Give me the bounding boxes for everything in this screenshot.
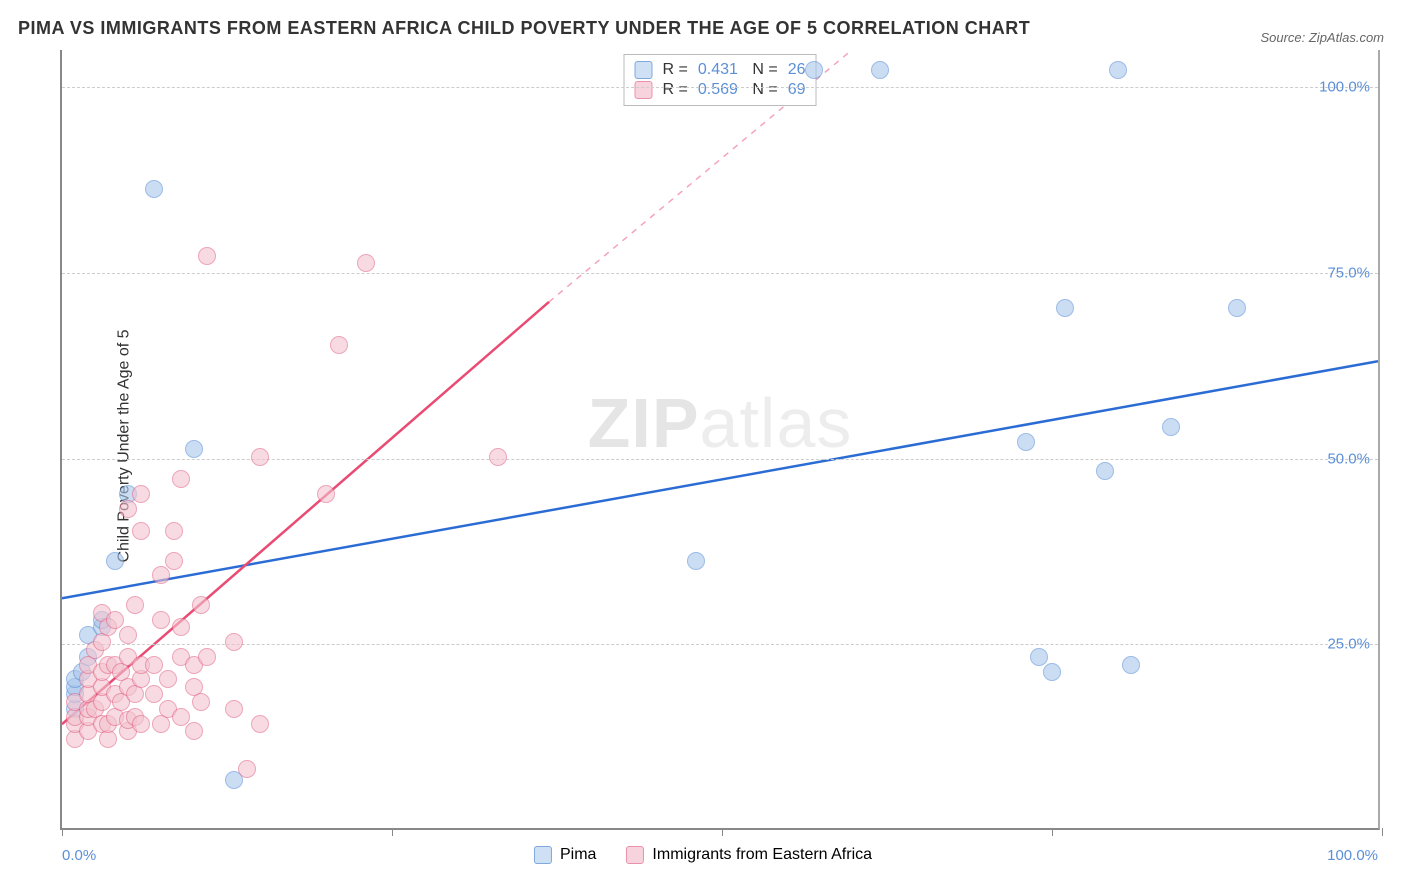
data-point [1228,299,1246,317]
source-label: Source: ZipAtlas.com [1260,30,1384,45]
data-point [119,626,137,644]
gridline [62,273,1378,274]
data-point [1017,433,1035,451]
data-point [225,700,243,718]
stats-r-value: 0.569 [698,81,738,99]
plot-area: ZIPatlas R = 0.431 N = 26 R = 0.569 N = … [60,50,1380,830]
data-point [238,760,256,778]
data-point [172,618,190,636]
stats-r-label: R = [663,61,688,79]
data-point [185,722,203,740]
gridline [62,644,1378,645]
legend-swatch [534,846,552,864]
x-tick-max: 100.0% [1327,847,1378,864]
data-point [192,693,210,711]
data-point [132,485,150,503]
data-point [132,522,150,540]
data-point [119,500,137,518]
data-point [357,254,375,272]
x-tick-mark [392,828,393,836]
y-tick-label: 75.0% [1327,264,1370,281]
y-tick-label: 50.0% [1327,450,1370,467]
x-tick-mark [1052,828,1053,836]
data-point [152,566,170,584]
data-point [192,596,210,614]
data-point [489,448,507,466]
data-point [145,685,163,703]
x-tick-mark [62,828,63,836]
regression-svg [62,50,1378,828]
chart-title: PIMA VS IMMIGRANTS FROM EASTERN AFRICA C… [18,18,1030,39]
x-tick-mark [722,828,723,836]
stats-row: R = 0.569 N = 69 [635,81,806,99]
data-point [106,611,124,629]
legend-swatch [626,846,644,864]
bottom-legend: Pima Immigrants from Eastern Africa [534,846,872,864]
data-point [1122,656,1140,674]
stats-n-value: 69 [788,81,806,99]
y-tick-label: 100.0% [1319,79,1370,96]
y-tick-label: 25.0% [1327,636,1370,653]
legend-swatch [635,61,653,79]
data-point [225,633,243,651]
legend-label: Pima [560,846,596,864]
x-tick-mark [1382,828,1383,836]
legend-swatch [635,81,653,99]
chart-container: PIMA VS IMMIGRANTS FROM EASTERN AFRICA C… [0,0,1406,892]
legend-item: Pima [534,846,596,864]
data-point [317,485,335,503]
data-point [1056,299,1074,317]
data-point [1030,648,1048,666]
data-point [106,552,124,570]
x-tick-min: 0.0% [62,847,96,864]
watermark: ZIPatlas [588,383,853,463]
data-point [126,596,144,614]
data-point [251,448,269,466]
stats-n-label: N = [748,61,778,79]
data-point [330,336,348,354]
data-point [871,61,889,79]
data-point [145,180,163,198]
data-point [145,656,163,674]
stats-r-label: R = [663,81,688,99]
stats-row: R = 0.431 N = 26 [635,61,806,79]
legend-label: Immigrants from Eastern Africa [652,846,872,864]
watermark-light: atlas [700,384,853,462]
data-point [1162,418,1180,436]
data-point [251,715,269,733]
data-point [152,611,170,629]
data-point [198,247,216,265]
stats-n-value: 26 [788,61,806,79]
data-point [165,522,183,540]
data-point [1043,663,1061,681]
stats-r-value: 0.431 [698,61,738,79]
legend-item: Immigrants from Eastern Africa [626,846,872,864]
data-point [172,708,190,726]
data-point [132,715,150,733]
data-point [159,670,177,688]
data-point [1109,61,1127,79]
data-point [805,61,823,79]
stats-legend-box: R = 0.431 N = 26 R = 0.569 N = 69 [624,54,817,106]
data-point [1096,462,1114,480]
gridline [62,87,1378,88]
data-point [198,648,216,666]
data-point [185,440,203,458]
data-point [165,552,183,570]
data-point [172,470,190,488]
data-point [687,552,705,570]
stats-n-label: N = [748,81,778,99]
watermark-bold: ZIP [588,384,700,462]
